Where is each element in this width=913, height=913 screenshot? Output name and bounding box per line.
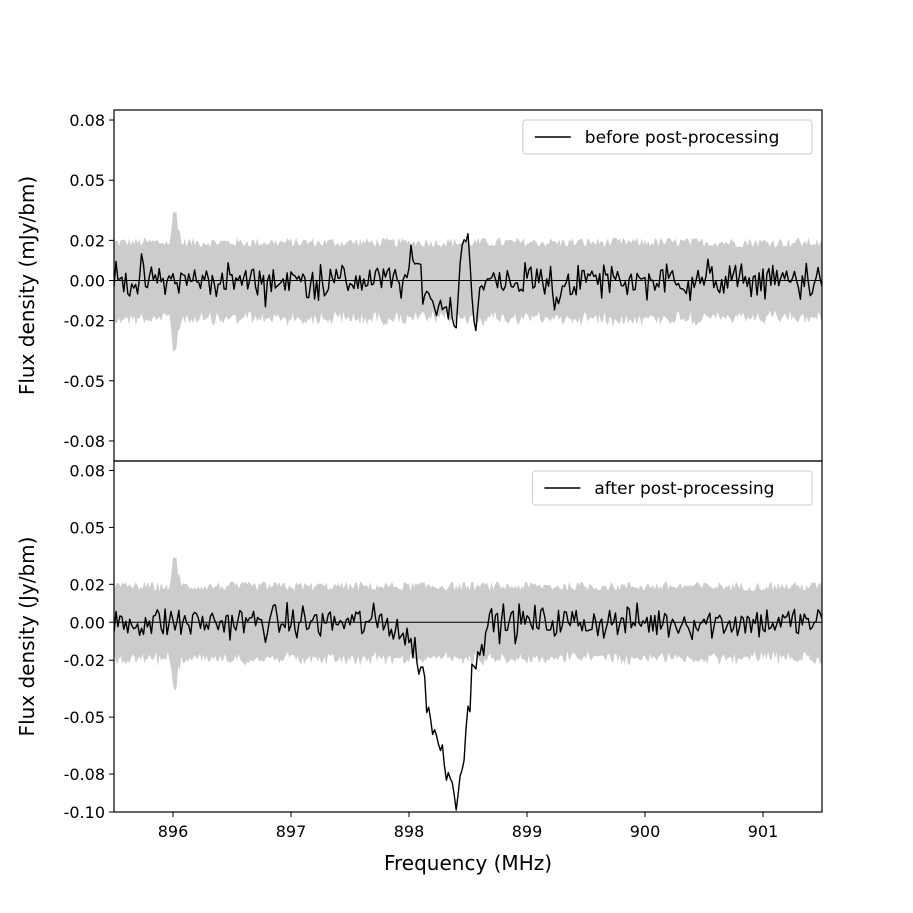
- legend-label: after post-processing: [594, 479, 774, 499]
- noise-band: [114, 212, 822, 352]
- x-tick-label: 897: [276, 822, 307, 841]
- legend: before post-processing: [522, 119, 813, 155]
- y-tick-label: -0.02: [64, 651, 105, 670]
- legend: after post-processing: [531, 470, 813, 506]
- y-axis-label: Flux density (mJy/bm): [15, 176, 39, 395]
- x-tick-label: 896: [158, 822, 189, 841]
- bottom-panel: 0.08 0.05 0.02 0.00 -0.02 -0.05 -0.08 -0.10 896 8…: [15, 460, 823, 875]
- y-tick-label: 0.02: [69, 231, 105, 250]
- axes-frame: [113, 460, 823, 813]
- y-tick-label: 0.08: [69, 111, 105, 130]
- y-tick-label: 0.05: [69, 518, 105, 537]
- x-tick-label: 899: [512, 822, 543, 841]
- y-axis-label: Flux density (Jy/bm): [15, 537, 39, 737]
- x-axis-label: Frequency (MHz): [384, 851, 552, 875]
- series-line: [114, 601, 822, 811]
- x-tick-label: 898: [394, 822, 425, 841]
- y-tick-label: -0.05: [64, 372, 105, 391]
- plot-area: [114, 212, 822, 352]
- y-tick-label: 0.00: [69, 613, 105, 632]
- top-panel: 0.08 0.05 0.02 0.00 -0.02 -0.05 -0.08 Flux dens…: [15, 109, 823, 462]
- y-tick-label: -0.10: [64, 803, 105, 822]
- y-tick-label: 0.02: [69, 575, 105, 594]
- y-tick-label: 0.05: [69, 171, 105, 190]
- series-line: [114, 232, 822, 332]
- y-tick-label: -0.08: [64, 765, 105, 784]
- y-tick-label: -0.05: [64, 708, 105, 727]
- plot-area: [114, 557, 822, 811]
- noise-band: [114, 557, 822, 691]
- y-tick-label: -0.02: [64, 312, 105, 331]
- y-tick-label: 0.08: [69, 461, 105, 480]
- y-tick-label: 0.00: [69, 271, 105, 290]
- legend-label: before post-processing: [585, 128, 780, 148]
- y-tick-label: -0.08: [64, 432, 105, 451]
- x-tick-label: 900: [630, 822, 661, 841]
- x-tick-label: 901: [748, 822, 779, 841]
